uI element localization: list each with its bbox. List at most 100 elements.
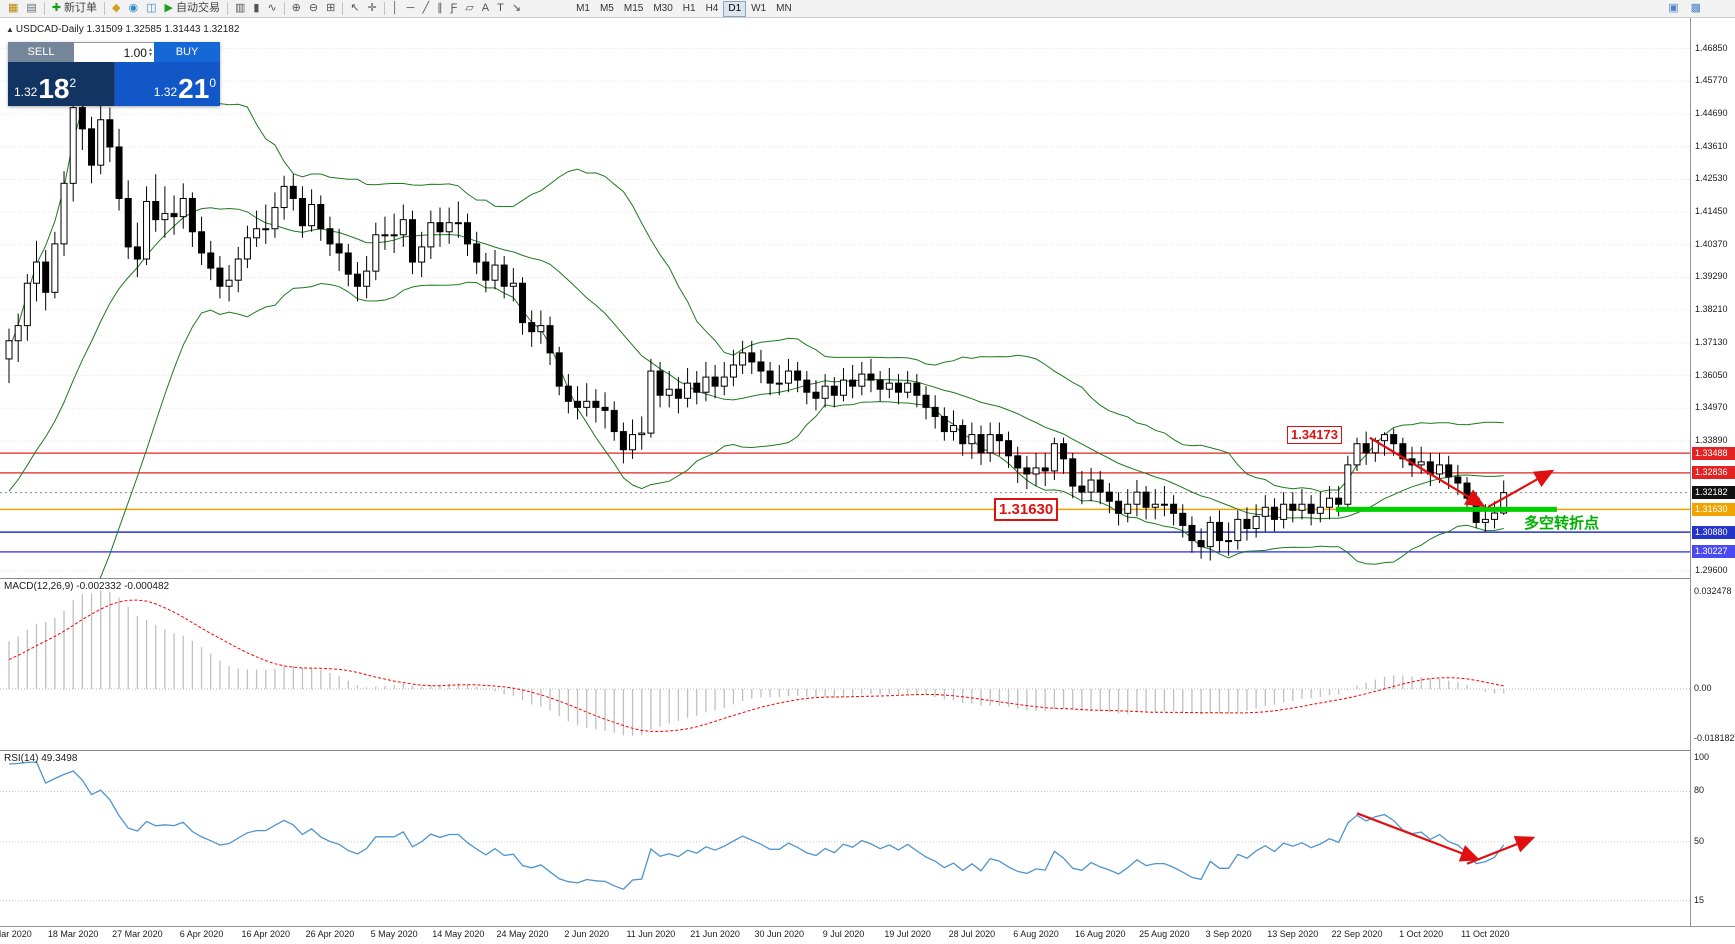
rsi-scale-label: 80 — [1694, 785, 1705, 796]
timeframe-m30[interactable]: M30 — [653, 2, 673, 14]
market-watch-icon[interactable]: ◉ — [125, 0, 143, 17]
horizontal-line-icon[interactable]: ─ — [403, 0, 419, 17]
buy-price-prefix: 1.32 — [153, 85, 178, 99]
favorites-icon[interactable]: ◆ — [108, 0, 124, 17]
label-icon[interactable]: T — [493, 0, 508, 17]
crosshair-icon[interactable]: ✛ — [364, 0, 381, 17]
date-label: 28 Jul 2020 — [948, 929, 996, 939]
toolbar-separator — [226, 2, 228, 15]
market-watch-icon: ◉ — [128, 2, 139, 14]
timeframe-m1[interactable]: M1 — [576, 2, 590, 14]
vertical-line-icon: │ — [391, 2, 399, 14]
price-scale-label: 1.34970 — [1695, 402, 1728, 413]
volume-spinner[interactable]: ▴ ▾ — [148, 46, 152, 58]
price-scale-label: 1.39290 — [1695, 271, 1728, 282]
new-chart-icon[interactable]: ▦ — [4, 0, 22, 17]
support-price-label[interactable]: 1.31630 — [994, 498, 1059, 521]
grid-icon[interactable]: ⊞ — [322, 0, 339, 17]
new-order-button[interactable]: ✚ 新订单 — [48, 0, 101, 17]
data-window-icon[interactable]: ◫ — [142, 0, 160, 17]
spin-down-icon[interactable]: ▾ — [148, 51, 152, 58]
timeframe-m5[interactable]: M5 — [599, 2, 614, 14]
toolbar-right-group: ▣ ▩ — [1664, 0, 1705, 17]
price-scale-label: 1.42530 — [1695, 173, 1728, 184]
autotrade-button: ▶ — [164, 2, 173, 14]
buy-button[interactable]: BUY — [154, 42, 220, 62]
horizontal-lines — [0, 452, 1690, 553]
price-scale-label: 1.43610 — [1695, 140, 1728, 151]
main-toolbar: ▦ ▤ ✚ 新订单 ◆ ◉ ◫ ▶ 自动交易 ▥ ▮ ∿ ⊕ ⊖ ⊞ ↖ ✛ │ ─ ╱ ∥ Ƒ ▱ A T ↘ M1 M5 M15 M3… — [0, 0, 1735, 18]
text-icon[interactable]: A — [478, 0, 493, 17]
autotrade-button[interactable]: ▶ 自动交易 — [161, 0, 224, 17]
price-tag-1.33488: 1.33488 — [1692, 446, 1735, 460]
tile-windows-icon[interactable]: ▣ — [1664, 0, 1682, 17]
channel-icon[interactable]: ∥ — [433, 0, 447, 17]
date-label: 3 Sep 2020 — [1205, 929, 1252, 939]
price-scale[interactable]: 1.46850 1.45770 1.44690 1.43610 1.42530 1.414… — [1690, 18, 1735, 926]
price-scale-label: 1.29600 — [1695, 564, 1728, 575]
date-axis[interactable]: 9 Mar 2020 18 Mar 2020 27 Mar 2020 6 Apr 20… — [0, 926, 1735, 944]
zoom-out-icon[interactable]: ⊖ — [305, 0, 322, 17]
date-label: 2 Jun 2020 — [564, 929, 609, 939]
candlestick-icon[interactable]: ▮ — [249, 0, 263, 17]
date-label: 16 Apr 2020 — [241, 929, 291, 939]
timeframe-group: M1 M5 M15 M30 H1 H4 D1 W1 MN — [571, 0, 797, 17]
date-label: 26 Apr 2020 — [305, 929, 355, 939]
toolbar-separator — [283, 2, 285, 15]
price-tag-1.32836: 1.32836 — [1692, 466, 1735, 480]
arrow-tool-icon[interactable]: ↘ — [508, 0, 525, 17]
rsi-scale-label: 50 — [1694, 835, 1705, 846]
toolbar-separator — [43, 2, 45, 15]
date-label: 6 Apr 2020 — [179, 929, 224, 939]
vertical-line-icon[interactable]: │ — [388, 0, 403, 17]
toolbar-separator — [342, 2, 344, 15]
macd-scale-label: -0.018182 — [1694, 733, 1735, 743]
bar-chart-icon[interactable]: ▥ — [231, 0, 249, 17]
macd-panel — [0, 590, 1690, 736]
timeframe-m15[interactable]: M15 — [623, 2, 644, 14]
trendline-icon[interactable]: ╱ — [418, 0, 433, 17]
date-label: 19 Jul 2020 — [884, 929, 931, 939]
turning-point-text[interactable]: 多空转折点 — [1524, 515, 1600, 532]
symbol-collapse-icon[interactable]: ▲ — [6, 25, 14, 34]
sell-price-prefix: 1.32 — [14, 85, 38, 99]
price-tag-1.30880: 1.30880 — [1692, 525, 1735, 539]
shapes-icon[interactable]: ▱ — [461, 0, 477, 17]
favorites-icon: ◆ — [112, 2, 121, 14]
price-scale-label: 1.46850 — [1695, 42, 1728, 53]
resistance-price-label[interactable]: 1.34173 — [1287, 426, 1342, 444]
date-label: 16 Aug 2020 — [1074, 929, 1126, 939]
volume-input[interactable]: 1.00 ▴ ▾ — [74, 42, 154, 62]
spin-up-icon[interactable]: ▴ — [148, 46, 152, 53]
cursor-icon[interactable]: ↖ — [346, 0, 363, 17]
symbol-ohlc-text: USDCAD-Daily 1.31509 1.32585 1.31443 1.3… — [15, 24, 240, 35]
arrow-tool-icon: ↘ — [511, 2, 522, 14]
date-label: 18 Mar 2020 — [47, 929, 99, 939]
trend-arrows[interactable] — [1369, 436, 1555, 508]
sell-price[interactable]: 1.32 18 2 — [8, 62, 115, 106]
profiles-icon[interactable]: ▤ — [22, 0, 40, 17]
new-order-button-label: 新订单 — [64, 2, 98, 14]
date-label: 11 Oct 2020 — [1461, 929, 1510, 939]
line-chart-icon[interactable]: ∿ — [263, 0, 280, 17]
price-scale-label: 1.44690 — [1695, 107, 1728, 118]
timeframe-mn[interactable]: MN — [776, 2, 792, 14]
buy-price[interactable]: 1.32 21 0 — [114, 62, 220, 106]
zoom-in-icon: ⊕ — [291, 2, 301, 14]
rsi-trend-arrows[interactable] — [1356, 812, 1536, 865]
fibonacci-icon[interactable]: Ƒ — [447, 0, 462, 17]
new-order-button: ✚ — [51, 2, 62, 14]
zoom-in-icon[interactable]: ⊕ — [288, 0, 305, 17]
date-label: 30 Jun 2020 — [754, 929, 805, 939]
timeframe-d1[interactable]: D1 — [723, 0, 747, 17]
price-scale-label: 1.37130 — [1695, 336, 1728, 347]
timeframe-w1[interactable]: W1 — [751, 2, 767, 14]
bollinger-bands — [8, 48, 1504, 578]
sell-button[interactable]: SELL — [8, 42, 74, 62]
timeframe-h4[interactable]: H4 — [705, 2, 719, 14]
autotrade-button-label: 自动交易 — [175, 2, 220, 14]
date-label: 27 Mar 2020 — [112, 929, 163, 939]
cascade-windows-icon[interactable]: ▩ — [1687, 0, 1705, 17]
timeframe-h1[interactable]: H1 — [682, 2, 696, 14]
